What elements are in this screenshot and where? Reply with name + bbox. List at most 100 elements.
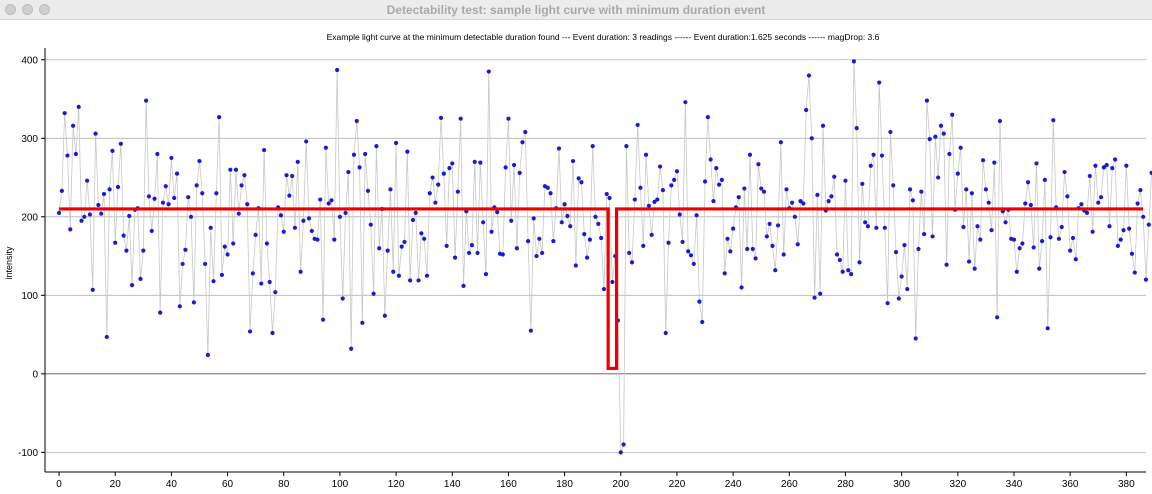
data-point [242, 173, 247, 178]
data-point [160, 200, 166, 205]
data-point [1132, 270, 1137, 275]
data-point [315, 237, 320, 242]
data-point [231, 241, 236, 246]
data-point [936, 175, 941, 180]
data-point [874, 225, 879, 230]
data-point [441, 171, 446, 176]
data-point [1101, 165, 1106, 170]
data-point [716, 182, 722, 187]
data-point [340, 296, 345, 301]
data-point [655, 197, 660, 202]
data-point [447, 166, 452, 171]
data-point [913, 336, 918, 341]
data-point [444, 243, 449, 248]
data-point [475, 250, 480, 256]
data-point [520, 140, 525, 145]
data-point [452, 255, 458, 260]
data-point [346, 169, 351, 175]
data-point [424, 273, 430, 278]
x-tick-label: 120 [388, 479, 405, 490]
y-tick-label: 200 [21, 212, 38, 223]
x-tick-label: 20 [110, 479, 122, 490]
data-point [767, 221, 772, 226]
data-point [604, 191, 609, 197]
model-line [59, 207, 1144, 370]
data-point [329, 198, 334, 203]
data-point [1124, 163, 1129, 168]
data-point [795, 242, 800, 247]
data-point [517, 170, 522, 175]
data-point [127, 213, 132, 219]
data-point [438, 115, 444, 120]
data-point [1028, 202, 1033, 208]
data-point [792, 214, 798, 219]
data-point [753, 256, 758, 261]
data-point [357, 165, 362, 170]
data-point [1093, 163, 1098, 168]
data-point [87, 212, 93, 217]
data-point [562, 202, 567, 207]
data-point [419, 231, 424, 236]
close-window-icon[interactable] [5, 4, 16, 15]
data-point [879, 153, 885, 158]
data-point [194, 183, 199, 188]
data-point [1104, 162, 1109, 168]
data-point [834, 252, 840, 257]
data-point [236, 211, 241, 216]
data-point [295, 159, 300, 164]
data-point [351, 152, 357, 157]
data-point [941, 131, 946, 136]
minimize-window-icon[interactable] [22, 4, 33, 15]
data-point [548, 191, 553, 196]
data-point [1059, 224, 1064, 230]
data-point [1138, 188, 1143, 193]
data-point [76, 104, 81, 109]
data-point [877, 80, 882, 85]
data-point [972, 266, 977, 271]
data-point [891, 183, 896, 188]
data-point [79, 218, 84, 223]
data-point [144, 98, 149, 103]
data-point [393, 140, 399, 146]
data-point [714, 166, 719, 171]
data-point [705, 114, 710, 120]
data-point [388, 187, 393, 192]
data-point [846, 268, 851, 273]
y-axis-label: intensity [4, 246, 14, 280]
data-point [778, 140, 783, 145]
data-point [320, 317, 326, 322]
data-point [871, 152, 876, 157]
data-point [1084, 210, 1090, 215]
y-tick-label: 100 [21, 291, 38, 302]
data-point [422, 236, 427, 241]
data-point [742, 186, 747, 191]
data-point [1017, 246, 1022, 251]
data-point [975, 224, 980, 229]
data-point [1096, 200, 1101, 205]
data-point [217, 114, 222, 120]
data-point [907, 187, 913, 192]
data-point [270, 330, 275, 336]
data-point [657, 164, 663, 169]
data-point [680, 239, 685, 245]
data-point [450, 161, 455, 166]
data-point [804, 107, 809, 113]
data-point [905, 286, 910, 292]
model-series [59, 207, 1144, 370]
data-point [683, 100, 688, 105]
data-point [68, 227, 73, 232]
data-point [989, 228, 994, 233]
data-point [627, 250, 632, 256]
data-point [1037, 266, 1042, 271]
data-point [93, 131, 98, 136]
data-point [191, 300, 196, 305]
zoom-window-icon[interactable] [39, 4, 50, 15]
data-point [104, 334, 109, 340]
data-point [618, 450, 623, 455]
data-point [304, 139, 309, 144]
data-point [938, 123, 944, 128]
data-point [259, 281, 264, 286]
data-point [396, 273, 401, 278]
data-point [919, 189, 924, 194]
data-point [309, 228, 314, 234]
